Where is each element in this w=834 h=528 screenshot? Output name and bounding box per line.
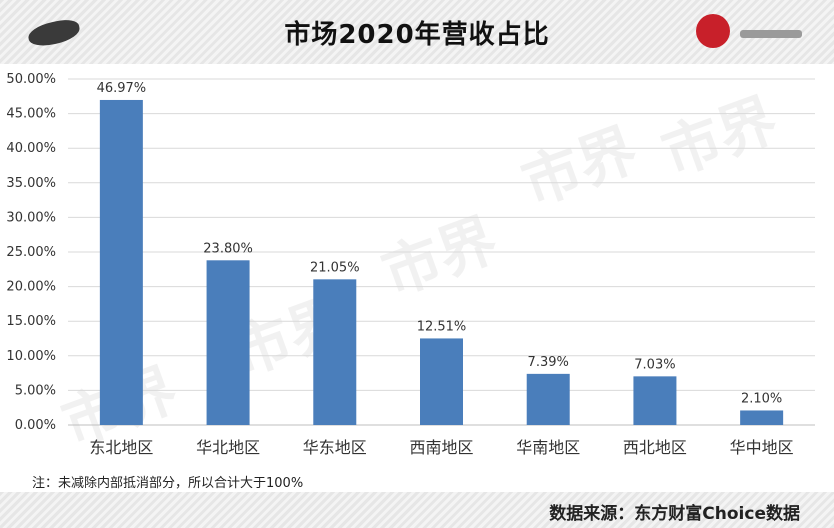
bar	[313, 279, 357, 425]
footnote: 注：未减除内部抵消部分，所以合计大于100%	[32, 476, 304, 491]
y-tick-label: 45.00%	[6, 107, 56, 122]
chart-title: 市场2020年营收占比	[284, 20, 550, 50]
y-tick-label: 15.00%	[6, 314, 56, 329]
bar	[99, 99, 143, 426]
data-label: 21.05%	[310, 260, 360, 275]
data-source: 数据来源：东方财富Choice数据	[549, 504, 800, 524]
x-tick-label: 华中地区	[730, 438, 794, 457]
x-tick-label: 华南地区	[516, 438, 580, 457]
x-tick-label: 西北地区	[623, 438, 687, 457]
bar	[206, 260, 250, 425]
bar	[526, 373, 570, 425]
y-tick-label: 50.00%	[6, 72, 56, 87]
y-tick-label: 40.00%	[6, 141, 56, 156]
bar-chart: 0.00% 5.00% 10.00% 15.00% 20.00% 25.00% 30.00%…	[6, 72, 815, 457]
x-tick-label: 华东地区	[303, 438, 367, 457]
title-banner: 市场2020年营收占比	[0, 0, 834, 64]
y-tick-label: 25.00%	[6, 245, 56, 260]
data-label: 7.39%	[528, 355, 569, 370]
y-tick-label: 30.00%	[6, 210, 56, 225]
data-label: 2.10%	[741, 391, 782, 406]
bar	[740, 410, 784, 425]
bar	[420, 338, 463, 425]
data-label: 23.80%	[203, 241, 253, 256]
x-tick-label: 东北地区	[89, 438, 153, 457]
x-tick-label: 西南地区	[409, 438, 473, 457]
footer-bar	[0, 492, 834, 528]
data-label: 12.51%	[417, 319, 467, 334]
y-tick-label: 5.00%	[15, 383, 56, 398]
y-tick-label: 35.00%	[6, 176, 56, 191]
x-tick-label: 华北地区	[196, 438, 260, 457]
bar	[633, 376, 677, 425]
brand-wordmark-icon	[740, 30, 802, 38]
brand-emblem-icon	[696, 14, 730, 48]
y-tick-label: 20.00%	[6, 280, 56, 295]
y-tick-label: 10.00%	[6, 349, 56, 364]
data-label: 46.97%	[97, 81, 147, 96]
y-tick-label: 0.00%	[15, 418, 56, 433]
data-label: 7.03%	[634, 357, 675, 372]
